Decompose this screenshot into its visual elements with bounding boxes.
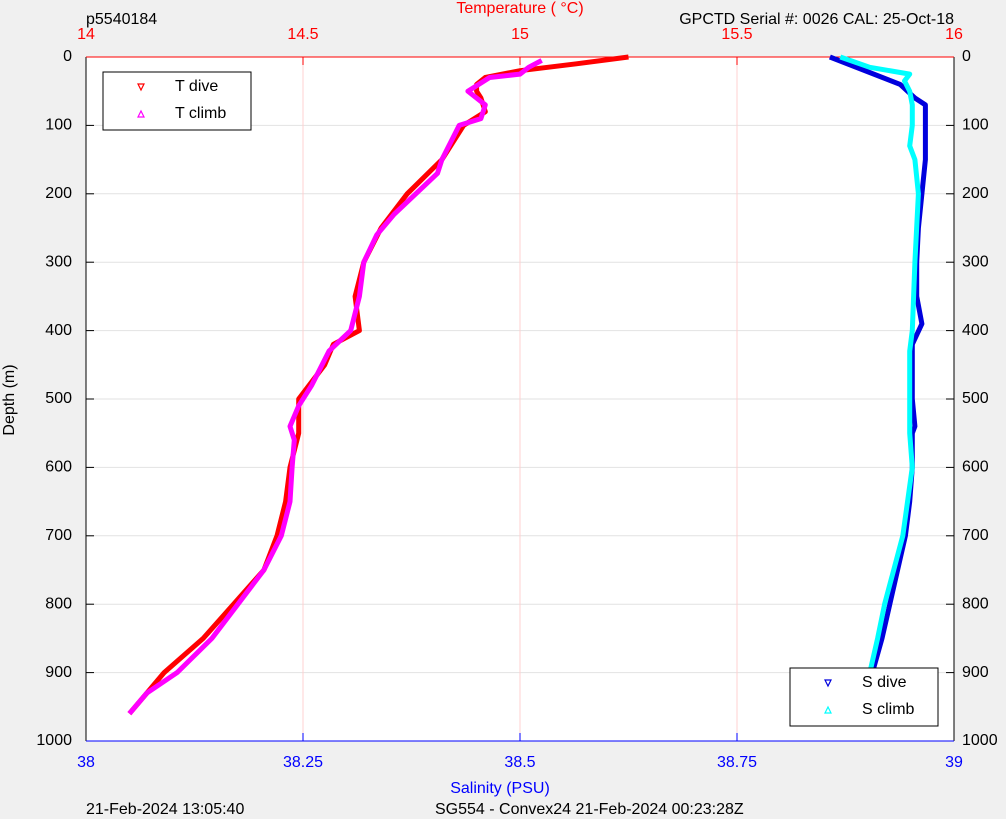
y-tick-label: 300 (962, 253, 989, 270)
footer-right: SG554 - Convex24 21-Feb-2024 00:23:28Z (435, 801, 744, 818)
y-tick-label: 600 (45, 459, 72, 476)
footer-left: 21-Feb-2024 13:05:40 (86, 801, 244, 818)
y-tick-label: 300 (45, 253, 72, 270)
y-tick-label: 900 (962, 664, 989, 681)
legend-box (102, 71, 252, 131)
y-tick-label: 400 (45, 322, 72, 339)
y-tick-label: 0 (63, 48, 72, 65)
left-title: p5540184 (86, 11, 157, 28)
y-tick-label: 200 (45, 185, 72, 202)
profile-line (127, 58, 543, 716)
legend-marker (137, 109, 145, 118)
y-tick-label: 700 (962, 527, 989, 544)
legend-marker (824, 679, 832, 688)
y-tick-label: 700 (45, 527, 72, 544)
legend-label: T dive (175, 78, 218, 95)
legend-label: T climb (175, 105, 226, 122)
y-tick-label: 100 (45, 117, 72, 134)
x2-tick-label: 15.5 (721, 26, 752, 43)
x-tick-label: 39 (945, 754, 963, 771)
y-tick-label: 600 (962, 459, 989, 476)
x2-tick-label: 14.5 (287, 26, 318, 43)
y-tick-label: 100 (962, 117, 989, 134)
x2-tick-label: 15 (511, 26, 529, 43)
profile-line (828, 54, 928, 715)
y-tick-label: 500 (962, 390, 989, 407)
legend-marker (137, 83, 145, 92)
x2-tick-label: 14 (77, 26, 95, 43)
x-tick-label: 38.25 (283, 754, 323, 771)
right-title: GPCTD Serial #: 0026 CAL: 25-Oct-18 (679, 11, 954, 28)
y-tick-label: 1000 (36, 732, 72, 749)
bottom-axis-label: Salinity (PSU) (450, 780, 550, 797)
y-tick-label: 800 (962, 595, 989, 612)
y-tick-label: 900 (45, 664, 72, 681)
y-axis-label: Depth (m) (1, 364, 18, 435)
top-axis-label: Temperature ( °C) (456, 0, 583, 17)
legend-box (789, 667, 939, 727)
legend-label: S climb (862, 701, 915, 718)
y-tick-label: 200 (962, 185, 989, 202)
x-tick-label: 38 (77, 754, 95, 771)
x-tick-label: 38.5 (504, 754, 535, 771)
y-tick-label: 1000 (962, 732, 998, 749)
y-tick-label: 500 (45, 390, 72, 407)
x2-tick-label: 16 (945, 26, 963, 43)
legend-marker (824, 705, 832, 714)
profile-line (839, 54, 921, 715)
y-tick-label: 400 (962, 322, 989, 339)
x-tick-label: 38.75 (717, 754, 757, 771)
y-tick-label: 800 (45, 595, 72, 612)
legend-label: S dive (862, 674, 907, 691)
y-tick-label: 0 (962, 48, 971, 65)
